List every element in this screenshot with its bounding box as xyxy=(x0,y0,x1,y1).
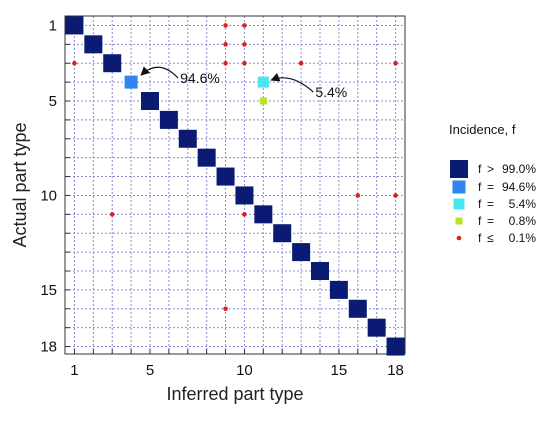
legend-entries: f >99.0% f = 94.6% f = 5.4% f = 0.8% f ≤0.1% xyxy=(450,160,536,245)
legend-value: 94.6% xyxy=(502,180,536,194)
x-tick-labels: 1 5 10 15 18 xyxy=(70,362,404,379)
legend-swatch xyxy=(453,198,465,210)
cell-marker-low xyxy=(223,23,228,28)
cell-marker-low xyxy=(393,193,398,198)
cell-marker-gt99 xyxy=(84,35,103,54)
cell-marker-low xyxy=(242,42,247,47)
legend-value: 0.1% xyxy=(509,231,537,245)
cell-marker-gt99 xyxy=(348,299,367,318)
legend-symbol: f xyxy=(478,231,482,245)
legend-value: 0.8% xyxy=(509,214,537,228)
cell-marker-p5-4 xyxy=(257,76,269,88)
legend-operator: = xyxy=(487,214,494,228)
matrix-cells xyxy=(65,16,405,356)
cell-marker-low xyxy=(393,60,398,66)
cell-marker-low xyxy=(109,212,115,217)
y-tick-label: 5 xyxy=(49,93,57,110)
cell-marker-gt99 xyxy=(65,16,84,35)
cell-marker-low xyxy=(72,60,77,66)
legend-symbol: f xyxy=(478,162,482,176)
cell-marker-low xyxy=(242,60,247,66)
y-tick-label: 18 xyxy=(40,339,57,356)
legend-symbol: f xyxy=(478,214,482,228)
cell-marker-low xyxy=(223,60,228,66)
y-axis-title: Actual part type xyxy=(10,122,30,247)
cell-marker-gt99 xyxy=(197,148,216,167)
cell-marker-gt99 xyxy=(311,262,329,280)
cell-marker-gt99 xyxy=(254,205,273,224)
legend-operator: = xyxy=(487,180,494,194)
annotation-arrow xyxy=(140,66,179,79)
x-tick-label: 10 xyxy=(236,362,253,379)
cell-marker-low xyxy=(298,60,304,66)
x-axis-title: Inferred part type xyxy=(166,384,303,404)
cell-marker-low xyxy=(223,42,228,47)
annotation-arrow xyxy=(270,72,314,93)
legend-value: 5.4% xyxy=(509,197,537,211)
cell-marker-gt99 xyxy=(159,110,178,129)
legend-operator: = xyxy=(487,197,494,211)
cell-marker-low xyxy=(223,306,228,312)
cell-marker-low xyxy=(242,23,247,28)
y-tick-label: 1 xyxy=(49,17,57,34)
x-tick-label: 1 xyxy=(70,362,78,379)
x-tick-label: 15 xyxy=(331,362,348,379)
legend-title: Incidence, f xyxy=(449,122,516,137)
cell-marker-gt99 xyxy=(235,186,254,205)
legend-symbol: f xyxy=(478,180,482,194)
cell-marker-gt99 xyxy=(216,167,235,186)
cell-marker-low xyxy=(355,193,361,198)
x-tick-label: 18 xyxy=(387,362,404,379)
cell-marker-gt99 xyxy=(141,92,159,110)
cell-marker-gt99 xyxy=(292,243,311,262)
axis-ticks xyxy=(65,24,397,354)
legend-swatch xyxy=(450,160,468,178)
cell-marker-gt99 xyxy=(103,54,122,73)
annotations: 94.6% 5.4% xyxy=(140,66,347,100)
legend-swatch xyxy=(455,217,463,225)
annotation-label: 94.6% xyxy=(180,70,220,86)
legend-swatch xyxy=(456,235,462,241)
legend-operator: ≤ xyxy=(487,231,494,245)
cell-marker-gt99 xyxy=(386,337,405,356)
legend-symbol: f xyxy=(478,197,482,211)
annotation-label: 5.4% xyxy=(315,84,347,100)
cell-marker-p0-8 xyxy=(259,97,267,105)
legend-swatch xyxy=(452,180,466,194)
cell-marker-gt99 xyxy=(367,318,386,337)
cell-marker-gt99 xyxy=(329,280,348,299)
cell-marker-gt99 xyxy=(273,224,292,243)
x-tick-label: 5 xyxy=(146,362,154,379)
cell-marker-low xyxy=(242,212,247,217)
y-tick-label: 10 xyxy=(40,187,57,204)
cell-marker-gt99 xyxy=(178,129,197,148)
legend: Incidence, f f >99.0%f = 94.6%f = 5.4%f = 0.8%f… xyxy=(449,122,536,245)
legend-operator: > xyxy=(487,162,494,176)
legend-value: 99.0% xyxy=(502,162,536,176)
y-tick-label: 15 xyxy=(40,282,57,299)
cell-marker-p94-6 xyxy=(124,75,138,89)
plot-frame xyxy=(64,15,406,355)
